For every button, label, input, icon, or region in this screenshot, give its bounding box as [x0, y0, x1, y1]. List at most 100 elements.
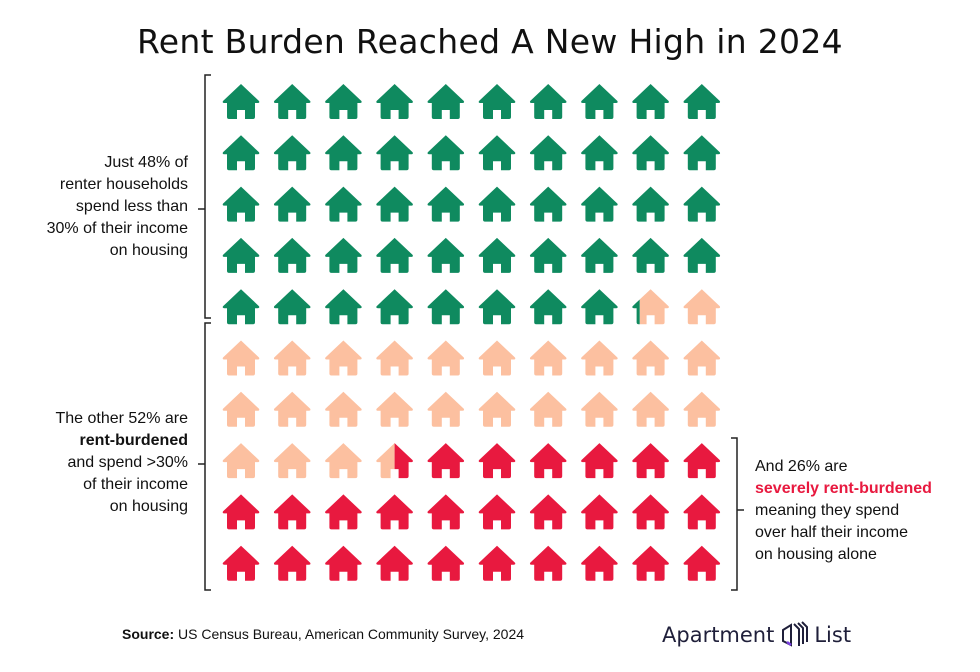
house-fill: [529, 84, 567, 119]
bracket-left-top: [198, 74, 211, 319]
house-fill: [478, 289, 516, 325]
house-fill: [222, 494, 260, 530]
house-fill: [683, 84, 721, 119]
house-icon: [222, 84, 260, 119]
house-icon: [376, 443, 413, 479]
house-fill: [325, 340, 362, 376]
house-icon: [273, 545, 311, 581]
house-icon: [683, 135, 721, 171]
annotation-line: on housing: [109, 498, 188, 515]
house-fill: [273, 494, 311, 530]
house-icon: [632, 289, 669, 325]
house-icon: [632, 391, 669, 427]
house-icon: [529, 186, 567, 222]
house-icon: [683, 84, 721, 119]
house-icon: [222, 340, 260, 376]
house-icon: [683, 186, 721, 222]
house-fill: [478, 391, 516, 427]
house-icon: [529, 84, 567, 119]
house-icon: [273, 494, 311, 530]
house-fill: [222, 391, 260, 427]
house-fill: [581, 84, 618, 119]
house-icon: [376, 494, 413, 530]
house-icon: [478, 545, 516, 581]
house-icon: [427, 84, 465, 119]
house-icon: [376, 186, 413, 222]
logo-mark-icon: [782, 621, 809, 647]
house-fill: [478, 135, 516, 171]
house-fill: [478, 84, 516, 119]
house-icon: [325, 237, 362, 273]
house-fill: [376, 289, 413, 325]
house-fill: [325, 391, 362, 427]
house-icon: [581, 443, 618, 479]
house-fill: [222, 186, 260, 222]
chart-title: Rent Burden Reached A New High in 2024: [137, 22, 843, 61]
house-icon: [273, 135, 311, 171]
house-icon: [427, 391, 465, 427]
house-icon: [222, 237, 260, 273]
house-icon: [632, 186, 669, 222]
house-icon: [581, 135, 618, 171]
house-fill: [581, 545, 618, 581]
house-fill: [632, 443, 669, 479]
house-icon: [683, 443, 721, 479]
house-fill: [273, 135, 311, 171]
house-icon: [427, 186, 465, 222]
house-fill: [325, 135, 362, 171]
house-fill: [683, 289, 721, 325]
house-fill: [376, 391, 413, 427]
house-icon: [581, 289, 618, 325]
bracket-right: [731, 437, 744, 591]
house-icon: [581, 186, 618, 222]
house-icon: [683, 340, 721, 376]
house-icon: [529, 443, 567, 479]
annotation-rent-burdened: The other 52% are rent-burdened and spen…: [55, 408, 188, 518]
annotation-highlight: severely rent-burdened: [755, 480, 932, 497]
house-icon: [376, 135, 413, 171]
house-icon: [273, 84, 311, 119]
house-fill: [376, 84, 413, 119]
house-icon: [683, 494, 721, 530]
house-icon: [581, 340, 618, 376]
house-icon: [683, 391, 721, 427]
house-icon: [273, 443, 311, 479]
annotation-line: spend less than: [75, 198, 188, 215]
house-fill: [632, 494, 669, 530]
house-icon: [632, 340, 669, 376]
house-icon: [529, 237, 567, 273]
house-fill: [273, 289, 311, 325]
house-icon: [478, 135, 516, 171]
house-icon: [581, 494, 618, 530]
house-fill: [683, 545, 721, 581]
house-fill: [529, 494, 567, 530]
house-icon: [683, 237, 721, 273]
house-icon: [427, 443, 465, 479]
house-fill: [376, 545, 413, 581]
house-icon: [273, 237, 311, 273]
house-fill: [427, 545, 465, 581]
house-fill: [427, 237, 465, 273]
source-note: Source: US Census Bureau, American Commu…: [122, 626, 524, 642]
house-fill: [478, 237, 516, 273]
house-icon: [325, 443, 362, 479]
house-fill: [222, 443, 260, 479]
annotation-line: Just 48% of: [104, 154, 188, 171]
house-fill: [427, 289, 465, 325]
house-icon: [222, 443, 260, 479]
house-icon: [376, 289, 413, 325]
house-icon: [683, 545, 721, 581]
house-fill: [529, 391, 567, 427]
house-icon: [222, 186, 260, 222]
house-icon: [325, 289, 362, 325]
house-fill: [683, 494, 721, 530]
annotation-line: 30% of their income: [46, 220, 188, 237]
house-icon: [632, 135, 669, 171]
house-icon: [325, 84, 362, 119]
house-fill: [427, 135, 465, 171]
house-icon: [222, 494, 260, 530]
house-fill: [478, 494, 516, 530]
house-icon: [632, 545, 669, 581]
house-icon: [325, 494, 362, 530]
house-fill: [325, 237, 362, 273]
